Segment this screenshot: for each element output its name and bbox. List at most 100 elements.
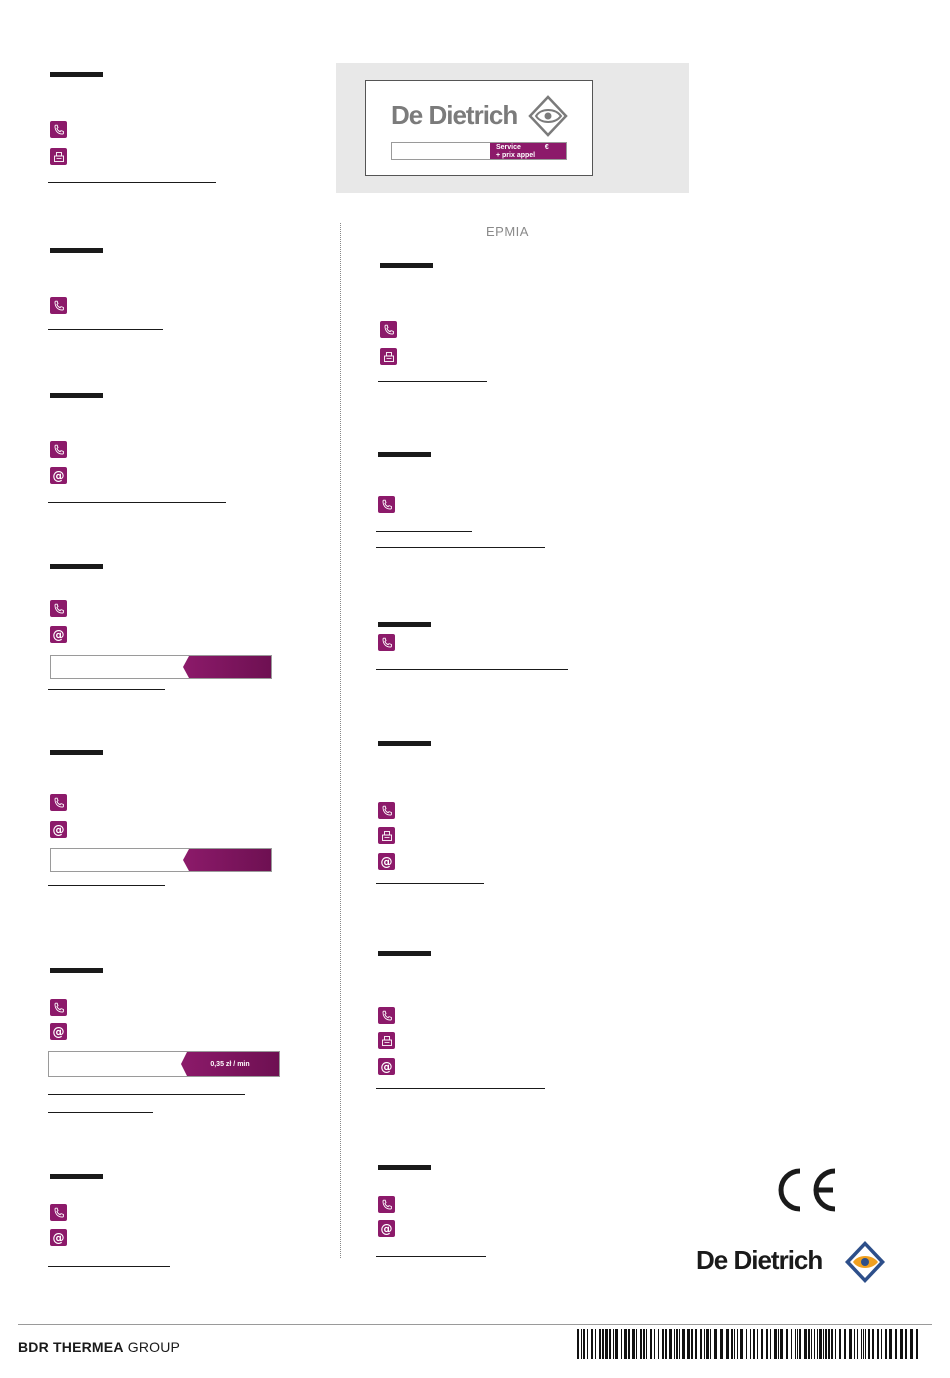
service-number-fill: Service € + prix appel [490, 143, 566, 159]
service-number-banner: Service € + prix appel [391, 142, 567, 160]
barcode-bar [609, 1329, 611, 1359]
email-icon: @ [50, 1023, 67, 1040]
service-label: Service [496, 144, 521, 151]
divider-line [48, 502, 226, 503]
section-marker [378, 951, 431, 956]
phone-icon [50, 297, 67, 314]
barcode-bar [615, 1329, 618, 1359]
barcode-bar [854, 1329, 855, 1359]
barcode-bar [695, 1329, 697, 1359]
barcode-bar [700, 1329, 702, 1359]
barcode-bar [863, 1329, 864, 1359]
divider-line [48, 1112, 153, 1113]
barcode-bar [868, 1329, 870, 1359]
divider-line [48, 329, 163, 330]
phone-icon [50, 600, 67, 617]
barcode-bar [665, 1329, 667, 1359]
barcode-bar [624, 1329, 627, 1359]
section-marker [378, 1165, 431, 1170]
barcode-bar [808, 1329, 810, 1359]
barcode-bar [786, 1329, 788, 1359]
fax-icon [378, 1032, 395, 1049]
divider-line [376, 883, 484, 884]
barcode-bar [865, 1329, 866, 1359]
barcode-bar [740, 1329, 743, 1359]
barcode-bar [706, 1329, 709, 1359]
barcode-bar [595, 1329, 596, 1359]
barcode-bar [714, 1329, 717, 1359]
group-name-rest: GROUP [123, 1339, 181, 1355]
barcode-bar [770, 1329, 771, 1359]
barcode-bar [817, 1329, 818, 1359]
email-icon: @ [50, 1229, 67, 1246]
barcode-bar [885, 1329, 887, 1359]
barcode-bar [766, 1329, 768, 1359]
brand-diamond-icon [845, 1241, 885, 1283]
divider-line [376, 1088, 545, 1089]
barcode-bar [687, 1329, 690, 1359]
section-marker [50, 968, 103, 973]
barcode-bar [799, 1329, 801, 1359]
barcode-bar [710, 1329, 711, 1359]
promo-brand-name: De Dietrich [391, 100, 518, 130]
phone-icon [378, 802, 395, 819]
barcode-bar [704, 1329, 705, 1359]
barcode-bar [916, 1329, 918, 1359]
barcode-bar [691, 1329, 693, 1359]
barcode-bar [746, 1329, 747, 1359]
barcode-bar [910, 1329, 913, 1359]
phone-icon [50, 794, 67, 811]
section-marker [380, 263, 433, 268]
price-banner [50, 655, 272, 679]
section-marker [50, 750, 103, 755]
fax-icon [50, 148, 67, 165]
phone-icon [50, 1204, 67, 1221]
barcode-bar [636, 1329, 637, 1359]
ce-mark-icon [778, 1168, 836, 1212]
footer-rule [18, 1324, 932, 1325]
barcode-bar [682, 1329, 685, 1359]
divider-line [378, 381, 487, 382]
brand-logo-text: De Dietrich [696, 1245, 823, 1275]
email-icon: @ [50, 821, 67, 838]
barcode-bar [737, 1329, 738, 1359]
divider-line [376, 1256, 486, 1257]
price-banner-fill [183, 656, 271, 678]
barcode-bar [881, 1329, 882, 1359]
barcode-bar [861, 1329, 862, 1359]
service-currency: € [544, 144, 549, 151]
barcode-bar [646, 1329, 647, 1359]
barcode-bar [676, 1329, 678, 1359]
divider-line [48, 689, 165, 690]
barcode-bar [839, 1329, 841, 1359]
phone-icon [380, 321, 397, 338]
group-name: BDR THERMEA GROUP [18, 1339, 180, 1355]
group-name-bold: BDR THERMEA [18, 1339, 124, 1355]
section-marker [50, 72, 103, 77]
barcode [577, 1329, 918, 1359]
barcode-bar [872, 1329, 874, 1359]
barcode-bar [602, 1329, 604, 1359]
barcode-bar [814, 1329, 815, 1359]
service-subtext: + prix appel [496, 152, 536, 159]
barcode-bar [753, 1329, 755, 1359]
divider-line [48, 182, 216, 183]
section-marker [378, 622, 431, 627]
barcode-bar [757, 1329, 758, 1359]
brand-diamond-icon [528, 95, 568, 137]
divider-line [48, 1094, 245, 1095]
phone-icon [378, 496, 395, 513]
price-banner: 0,35 zł / min [48, 1051, 280, 1077]
barcode-bar [835, 1329, 836, 1359]
barcode-bar [797, 1329, 798, 1359]
phone-icon [50, 999, 67, 1016]
price-label: 0,35 zł / min [210, 1060, 250, 1068]
barcode-bar [774, 1329, 777, 1359]
barcode-bar [778, 1329, 779, 1359]
barcode-bar [900, 1329, 903, 1359]
barcode-bar [828, 1329, 830, 1359]
barcode-bar [587, 1329, 588, 1359]
barcode-bar [734, 1329, 735, 1359]
barcode-bar [791, 1329, 792, 1359]
barcode-bar [905, 1329, 907, 1359]
